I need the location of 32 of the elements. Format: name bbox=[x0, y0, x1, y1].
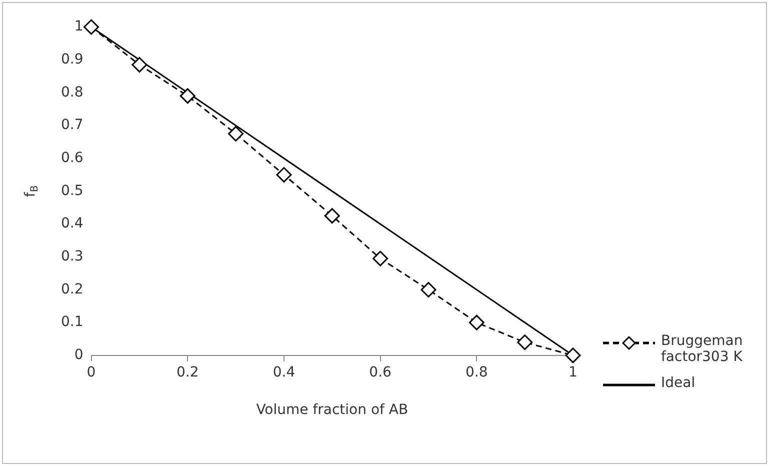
x-tick-label: 0.8 bbox=[466, 364, 488, 380]
x-tick-label: 1 bbox=[568, 364, 578, 380]
y-tick-label: 0.7 bbox=[61, 117, 84, 134]
y-tick-label: 0.2 bbox=[61, 281, 84, 298]
point bbox=[468, 314, 484, 330]
point bbox=[132, 57, 148, 73]
point bbox=[228, 126, 244, 142]
point bbox=[180, 88, 196, 104]
point bbox=[324, 208, 340, 224]
y-tick-label: 1 bbox=[74, 18, 84, 35]
y-tick-label: 0.5 bbox=[61, 182, 84, 199]
point bbox=[420, 282, 436, 298]
x-axis-title: Volume fraction of AB bbox=[256, 402, 408, 418]
x-tick-label: 0 bbox=[86, 364, 96, 380]
y-tick-label: 0.6 bbox=[61, 150, 84, 166]
point bbox=[276, 167, 292, 183]
y-tick-label: 0.3 bbox=[61, 248, 84, 265]
point bbox=[372, 250, 388, 266]
x-tick-label: 0.6 bbox=[369, 364, 392, 380]
point bbox=[84, 19, 100, 35]
y-axis-title: fB bbox=[22, 185, 41, 198]
y-tick-label: 0 bbox=[74, 347, 84, 364]
y-tick-label: 0.8 bbox=[61, 84, 84, 100]
x-tick-label: 0.2 bbox=[176, 364, 199, 380]
y-tick-label: 0.4 bbox=[61, 216, 84, 232]
legend-label: Ideal bbox=[661, 375, 696, 391]
legend-label: Bruggeman factor303 K bbox=[661, 333, 744, 365]
y-tick-label: 0.1 bbox=[61, 314, 84, 330]
y-tick-label: 0.9 bbox=[61, 51, 84, 68]
point bbox=[517, 334, 533, 350]
x-tick-label: 0.4 bbox=[272, 364, 296, 380]
point bbox=[565, 348, 581, 364]
